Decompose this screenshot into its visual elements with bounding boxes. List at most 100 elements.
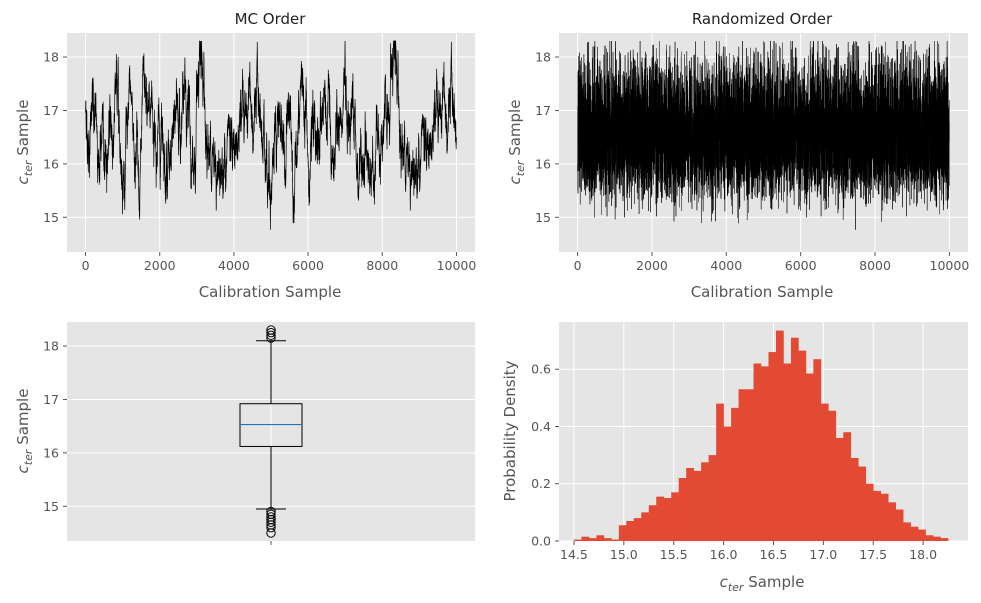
boxplot-ylabel: cter Sample [14, 389, 35, 474]
x-tick-label: 0 [574, 258, 582, 273]
histogram-bar [813, 359, 822, 541]
histogram-bar [611, 539, 620, 541]
histogram-bar [940, 538, 949, 541]
histogram-bar [828, 410, 837, 541]
histogram-bar [641, 512, 650, 541]
histogram-bar [798, 350, 807, 541]
randomized-order-ylabel: cter Sample [506, 100, 527, 185]
histogram-bar [588, 538, 597, 541]
y-tick-label: 17 [43, 103, 59, 118]
x-tick-label: 6000 [292, 258, 324, 273]
histogram-bar [790, 337, 799, 541]
mc-order-trace [85, 40, 457, 230]
histogram-bar [603, 538, 612, 541]
boxplot-ylabel-c: c [14, 464, 32, 473]
y-tick-label: 16 [535, 156, 551, 171]
histogram-xlabel-sub: ter [728, 581, 745, 594]
histogram-bar [701, 462, 709, 541]
histogram-bar [888, 502, 896, 541]
panel-histogram: 14.5 15.0 15.5 16.0 16.5 17.0 17.5 18.0 0.0 0.2 0.… [501, 322, 968, 594]
x-tick-label: 10000 [437, 258, 477, 273]
histogram-bar [626, 520, 635, 541]
y-tick-label: 15 [43, 499, 59, 514]
x-tick-label: 18.0 [909, 547, 937, 562]
histogram-bar [573, 539, 582, 541]
x-tick-label: 17.5 [859, 547, 887, 562]
outlier-point [266, 528, 276, 538]
histogram-bar [693, 470, 702, 541]
histogram-bar [933, 536, 941, 541]
histogram-bar [731, 407, 739, 541]
histogram-bar [663, 498, 672, 541]
histogram-bar [918, 529, 926, 541]
histogram-bar [596, 535, 605, 541]
panel-boxplot: 15 16 17 18 cter Sample [14, 322, 475, 545]
y-tick-label: 18 [43, 50, 59, 65]
outlier-point [266, 522, 276, 533]
histogram-bar [843, 432, 852, 541]
y-tick-label: 18 [535, 50, 551, 65]
histogram-bar [835, 437, 844, 541]
histogram-bar [880, 493, 889, 541]
x-tick-label: 16.5 [760, 547, 788, 562]
x-tick-label: 0 [82, 258, 90, 273]
histogram-bar [656, 496, 665, 541]
x-tick-label: 8000 [366, 258, 398, 273]
panel-mc-order: MC Order 0 2000 4000 6000 8000 1000015161718 … [14, 10, 476, 301]
mc-order-ylabel: cter Sample [14, 100, 35, 185]
mc-order-ylabel-suffix: Sample [14, 100, 32, 161]
histogram-bar [768, 352, 777, 541]
randomized-order-xlabel: Calibration Sample [691, 283, 834, 301]
histogram-bar [858, 466, 867, 541]
randomized-order-ylabel-suffix: Sample [506, 100, 524, 161]
randomized-order-ylabel-sub: ter [514, 159, 527, 176]
histogram-ylabel: Probability Density [501, 360, 519, 501]
y-tick-label: 16 [43, 445, 59, 460]
histogram-bar [910, 526, 919, 541]
histogram-bar [723, 426, 732, 541]
x-tick-label: 6000 [785, 258, 817, 273]
histogram-bar [678, 478, 687, 541]
histogram-xlabel-c: c [720, 573, 729, 591]
histogram-bar [648, 505, 657, 541]
outlier-point [266, 330, 276, 341]
y-tick-label: 0.4 [531, 419, 551, 434]
randomized-order-title: Randomized Order [692, 10, 833, 28]
histogram-bar [783, 363, 792, 541]
histogram-bar [925, 535, 934, 541]
histogram-bar [865, 483, 874, 541]
y-tick-label: 0.2 [531, 476, 551, 491]
histogram-bar [708, 455, 717, 541]
histogram-bar [633, 518, 642, 541]
boxplot-ylabel-suffix: Sample [14, 389, 32, 450]
histogram-bar [618, 525, 627, 541]
x-tick-label: 2000 [636, 258, 668, 273]
histogram-bar [775, 330, 784, 541]
x-tick-label: 15.0 [610, 547, 638, 562]
mc-order-xlabel: Calibration Sample [199, 283, 342, 301]
histogram-bar [753, 363, 762, 541]
y-tick-label: 17 [535, 103, 551, 118]
y-tick-label: 18 [43, 339, 59, 354]
outlier-point [266, 325, 276, 335]
y-tick-label: 17 [43, 392, 59, 407]
histogram-xlabel: cter Sample [720, 573, 805, 594]
y-tick-label: 0.0 [531, 534, 551, 549]
histogram-bar [686, 468, 694, 541]
histogram-bar [716, 403, 724, 541]
histogram-bar [805, 373, 814, 541]
histogram-bar [761, 366, 769, 541]
histogram-xlabel-suffix: Sample [743, 573, 804, 591]
axes-background-0 [67, 33, 475, 252]
randomized-order-trace [577, 41, 950, 230]
histogram-bar [895, 509, 904, 541]
mc-order-title: MC Order [235, 10, 307, 28]
boxplot-ylabel-sub: ter [22, 448, 35, 465]
histogram-bar [903, 522, 911, 541]
histogram-bar [746, 389, 754, 541]
outlier-point [266, 517, 276, 528]
mc-order-ylabel-sub: ter [22, 159, 35, 176]
x-tick-label: 17.0 [809, 547, 837, 562]
y-tick-label: 15 [535, 210, 551, 225]
y-tick-label: 15 [43, 210, 59, 225]
